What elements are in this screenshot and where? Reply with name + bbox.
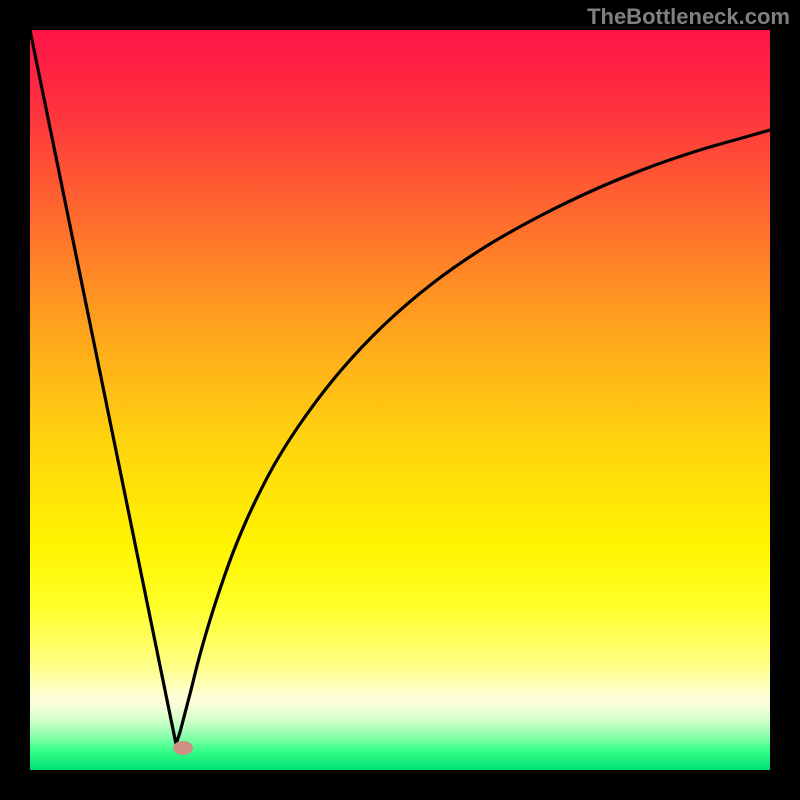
plot-svg: [30, 30, 770, 770]
watermark-text: TheBottleneck.com: [587, 4, 790, 30]
optimum-marker: [173, 741, 193, 755]
gradient-background: [30, 30, 770, 770]
bottleneck-curve: [30, 30, 770, 744]
bottleneck-gradient-plot: [30, 30, 770, 770]
